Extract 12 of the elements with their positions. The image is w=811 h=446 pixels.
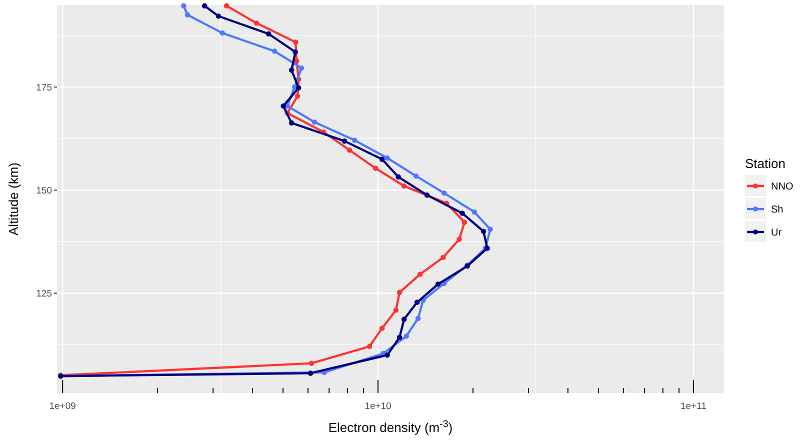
y-tick-label: 150: [36, 186, 52, 197]
legend-title: Station: [745, 156, 786, 171]
x-axis-title: Electron density (m$^{-3}$): [328, 418, 453, 435]
x-tick-label: 1e+11: [680, 401, 706, 412]
y-tick-label: 175: [36, 82, 52, 94]
x-tick-label: 1e+10: [364, 401, 392, 412]
legend-label: Ur: [771, 228, 782, 238]
x-tick-label: 1e+09: [49, 401, 76, 412]
legend-label: Sh: [771, 204, 784, 216]
y-axis-title: Altitude (km): [6, 162, 21, 236]
y-tick-label: 125: [36, 288, 52, 300]
legend-label: NNO: [771, 182, 794, 192]
